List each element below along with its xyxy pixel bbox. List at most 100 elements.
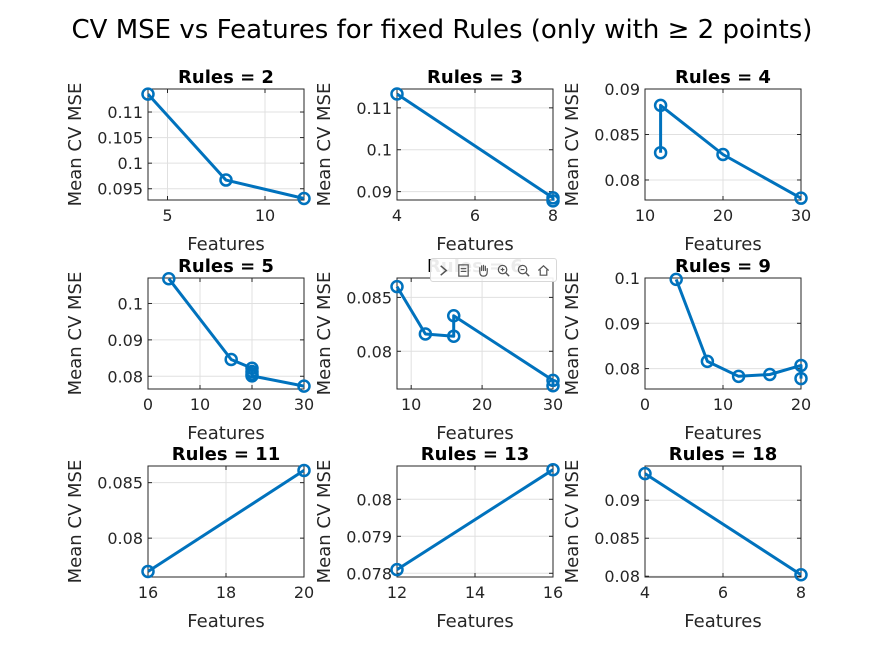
y-tick-label: 0.08 bbox=[604, 171, 640, 190]
y-tick-label: 0.09 bbox=[356, 183, 392, 202]
data-point bbox=[418, 327, 433, 341]
data-point bbox=[390, 562, 404, 577]
subplot-title: Rules = 5 bbox=[178, 256, 274, 277]
x-tick-label: 10 bbox=[190, 395, 210, 414]
y-axis-label: Mean CV MSE bbox=[314, 83, 335, 207]
x-tick-label: 30 bbox=[543, 395, 563, 414]
x-tick-label: 16 bbox=[138, 583, 158, 602]
data-point bbox=[446, 329, 461, 343]
data-point bbox=[390, 279, 404, 294]
subplot-1: 5 10 0.095 0.1 0.105 0.11 Rules = 2 Features Mea… bbox=[65, 67, 311, 255]
y-axis-label: Mean CV MSE bbox=[65, 460, 86, 584]
toolbar-zoom-out-button[interactable] bbox=[514, 261, 533, 280]
data-point bbox=[653, 98, 668, 113]
data-point bbox=[546, 462, 560, 477]
toolbar-expand-button[interactable] bbox=[434, 261, 453, 280]
x-tick-label: 10 bbox=[635, 206, 655, 225]
subplot-title: Rules = 2 bbox=[178, 67, 274, 88]
x-axis-label: Features bbox=[436, 611, 513, 632]
x-tick-label: 16 bbox=[543, 583, 563, 602]
x-tick-label: 20 bbox=[791, 395, 811, 414]
y-tick-label: 0.08 bbox=[107, 367, 143, 386]
x-axis-label: Features bbox=[436, 423, 513, 444]
toolbar-home-button[interactable] bbox=[534, 261, 553, 280]
series-line bbox=[167, 277, 305, 388]
pan-hand-icon bbox=[479, 264, 488, 277]
y-tick-label: 0.09 bbox=[604, 80, 640, 99]
y-axis-label: Mean CV MSE bbox=[314, 460, 335, 584]
x-tick-label: 10 bbox=[401, 395, 421, 414]
y-axis-label: Mean CV MSE bbox=[65, 83, 86, 207]
y-tick-label: 0.08 bbox=[604, 360, 640, 379]
x-tick-label: 0 bbox=[143, 395, 153, 414]
subplot-3: 10 20 30 0.08 0.085 0.09 Rules = 4 Features Mean… bbox=[562, 67, 811, 255]
x-tick-label: 4 bbox=[640, 583, 650, 602]
x-tick-label: 20 bbox=[472, 395, 492, 414]
data-point bbox=[546, 194, 560, 208]
y-tick-label: 0.095 bbox=[97, 180, 143, 199]
x-tick-label: 5 bbox=[162, 206, 172, 225]
series-line bbox=[147, 469, 305, 573]
y-tick-label: 0.09 bbox=[604, 491, 640, 510]
subplot-4: 0 10 20 30 0.08 0.09 0.1 Rules = 5 Features Mean … bbox=[65, 256, 314, 444]
y-tick-label: 0.08 bbox=[107, 529, 143, 548]
x-tick-label: 30 bbox=[294, 395, 314, 414]
data-point bbox=[794, 358, 808, 373]
y-axis-label: Mean CV MSE bbox=[562, 83, 583, 207]
x-axis-label: Features bbox=[436, 234, 513, 255]
data-point bbox=[546, 379, 560, 393]
zoom-in-icon bbox=[497, 264, 510, 277]
data-point bbox=[297, 379, 311, 393]
x-tick-label: 20 bbox=[294, 583, 314, 602]
x-axis-label: Features bbox=[684, 234, 761, 255]
subplot-9: 4 6 8 0.08 0.085 0.09 Rules = 18 Features Mean C… bbox=[562, 444, 808, 632]
toolbar-zoom-in-button[interactable] bbox=[494, 261, 513, 280]
subplot-title: Rules = 3 bbox=[427, 67, 523, 88]
x-axis-label: Features bbox=[187, 611, 264, 632]
toolbar-pan-button[interactable] bbox=[474, 261, 493, 280]
x-tick-label: 14 bbox=[465, 583, 485, 602]
data-point bbox=[141, 564, 155, 579]
y-axis-label: Mean CV MSE bbox=[562, 272, 583, 396]
y-axis-label: Mean CV MSE bbox=[65, 272, 86, 396]
x-tick-label: 20 bbox=[242, 395, 262, 414]
toolbar-export-button[interactable] bbox=[454, 261, 473, 280]
axes-toolbar bbox=[430, 258, 557, 282]
data-point bbox=[700, 354, 715, 369]
data-point bbox=[653, 145, 668, 160]
data-point bbox=[794, 191, 808, 205]
data-point bbox=[794, 567, 808, 582]
x-axis-label: Features bbox=[187, 423, 264, 444]
data-point bbox=[794, 371, 808, 386]
axes-box bbox=[147, 88, 305, 201]
data-point bbox=[546, 373, 560, 388]
series-line bbox=[396, 468, 554, 571]
y-tick-label: 0.078 bbox=[346, 564, 392, 583]
y-tick-label: 0.085 bbox=[594, 125, 640, 144]
data-point bbox=[390, 87, 404, 101]
y-tick-label: 0.079 bbox=[346, 527, 392, 546]
x-axis-label: Features bbox=[187, 234, 264, 255]
subplot-6: 0 10 20 0.08 0.09 0.1 Rules = 9 Features Mean CV… bbox=[562, 256, 811, 444]
x-tick-label: 20 bbox=[713, 206, 733, 225]
x-tick-label: 10 bbox=[713, 395, 733, 414]
subplot-title: Rules = 9 bbox=[675, 256, 771, 277]
y-tick-label: 0.085 bbox=[594, 529, 640, 548]
y-axis-label: Mean CV MSE bbox=[562, 460, 583, 584]
y-axis-label: Mean CV MSE bbox=[314, 272, 335, 396]
y-tick-label: 0.08 bbox=[356, 342, 392, 361]
y-tick-label: 0.09 bbox=[604, 314, 640, 333]
y-tick-label: 0.08 bbox=[604, 567, 640, 586]
figure-title: CV MSE vs Features for fixed Rules (only… bbox=[72, 15, 813, 45]
home-icon bbox=[537, 264, 550, 276]
x-tick-label: 0 bbox=[640, 395, 650, 414]
series-line bbox=[659, 103, 802, 200]
x-axis-label: Features bbox=[684, 423, 761, 444]
y-tick-label: 0.08 bbox=[356, 490, 392, 509]
series-line bbox=[396, 92, 555, 201]
x-tick-label: 4 bbox=[392, 206, 402, 225]
data-point bbox=[162, 271, 176, 286]
x-tick-label: 10 bbox=[255, 206, 275, 225]
